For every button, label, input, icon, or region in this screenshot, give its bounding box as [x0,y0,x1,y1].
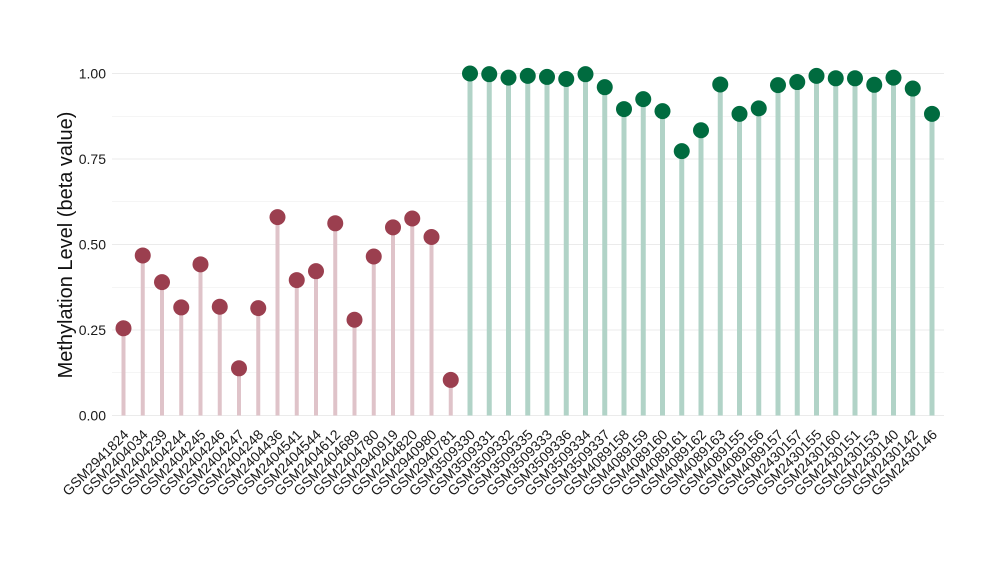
y-tick-label: 0.75 [79,151,106,167]
data-point [231,360,247,377]
data-point [442,371,459,388]
data-point [808,67,825,84]
data-point [500,69,517,86]
data-point [288,272,305,289]
data-point [827,70,844,87]
data-point [346,311,363,328]
y-tick-label: 1.00 [79,66,106,82]
data-point [385,219,401,236]
data-point [673,143,690,160]
data-point [789,74,806,91]
data-point [866,76,883,93]
data-point [250,300,267,317]
data-point [558,70,575,87]
data-point [731,105,748,122]
data-point [269,209,286,226]
y-tick-label: 0.25 [79,322,106,338]
data-point [750,100,767,117]
data-point [616,101,632,118]
data-point [211,298,228,315]
y-axis-title: Methylation Level (beta value) [55,112,77,379]
data-point [885,69,902,86]
data-point [904,80,921,97]
data-point [192,256,209,273]
data-point [115,320,132,337]
data-point [423,228,440,245]
data-point [539,68,555,85]
data-point [577,66,594,83]
data-point [134,247,151,264]
data-point [693,122,709,139]
data-point [404,210,421,227]
y-tick-label: 0.50 [79,237,106,253]
data-point [847,70,863,87]
data-point [327,215,344,232]
data-point [596,79,613,96]
data-point [462,65,478,82]
data-point [924,105,940,122]
data-point [308,263,324,280]
data-point [770,77,786,94]
data-point [654,103,671,120]
points [115,65,940,388]
x-axis-labels: GSM2941824GSM2404034GSM2404239GSM2404244… [59,426,940,499]
data-point [154,274,170,291]
y-axis-ticks: 0.00 0.25 0.50 0.75 1.00 [79,66,106,424]
data-point [173,299,190,316]
data-point [635,91,652,108]
y-tick-label: 0.00 [79,408,106,424]
data-point [519,67,536,84]
data-point [712,76,729,93]
data-point [365,248,382,265]
data-point [481,66,498,83]
stems [121,73,935,416]
